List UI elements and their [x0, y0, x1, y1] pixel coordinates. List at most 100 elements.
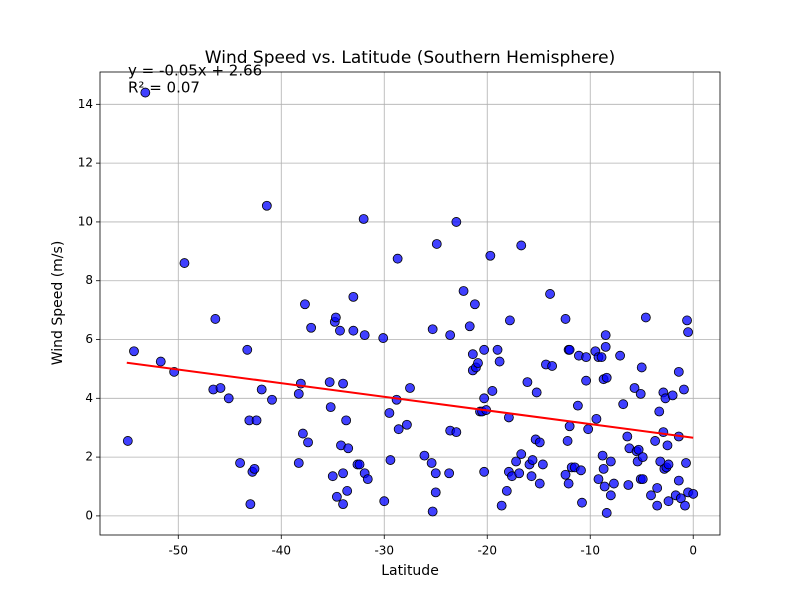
point [473, 358, 483, 368]
point [458, 286, 469, 296]
point [646, 490, 656, 501]
point [623, 480, 634, 490]
point [378, 333, 389, 343]
point [601, 372, 612, 383]
point [324, 377, 335, 388]
point [385, 455, 396, 465]
x-tick-label: -10 [580, 544, 600, 558]
point [618, 399, 629, 410]
point [514, 468, 525, 479]
point [405, 383, 415, 393]
point [534, 437, 545, 448]
point [598, 463, 609, 474]
point [640, 312, 651, 323]
point [327, 471, 338, 482]
y-tick-label: 10 [78, 214, 93, 228]
point [342, 486, 353, 496]
point [654, 406, 665, 417]
point [652, 500, 663, 511]
point [379, 496, 390, 507]
annotation: y = -0.05x + 2.66 [128, 62, 262, 80]
point [600, 330, 611, 341]
point [600, 341, 611, 352]
point [223, 393, 234, 404]
point [591, 413, 602, 424]
point [547, 361, 558, 371]
point [384, 408, 395, 418]
point [256, 384, 267, 395]
point [593, 474, 604, 485]
point [306, 322, 317, 333]
x-axis-label: Latitude [381, 563, 439, 579]
point [210, 314, 221, 324]
point [601, 508, 612, 518]
point [564, 344, 575, 355]
point [599, 481, 610, 492]
point [325, 402, 336, 413]
y-tick-label: 2 [85, 450, 93, 464]
point [245, 499, 256, 510]
point [563, 478, 574, 489]
point [479, 466, 490, 477]
point [673, 366, 684, 377]
point [492, 344, 503, 355]
point [597, 450, 608, 461]
point [633, 444, 644, 455]
point [629, 383, 640, 393]
point [467, 349, 478, 360]
y-axis-label: Wind Speed (m/s) [50, 241, 66, 366]
point [581, 375, 592, 386]
point [251, 415, 262, 426]
point [129, 346, 139, 357]
annotation: R² = 0.07 [128, 79, 200, 97]
point [430, 487, 441, 498]
point [562, 436, 573, 446]
point [358, 214, 369, 224]
point [635, 388, 646, 399]
point [479, 344, 490, 355]
point [430, 468, 441, 479]
point [464, 321, 475, 332]
point [293, 388, 304, 399]
point [487, 386, 498, 396]
point [663, 496, 674, 507]
point [605, 456, 616, 467]
point [658, 427, 669, 438]
point [577, 497, 587, 508]
point [341, 415, 352, 426]
point [431, 239, 442, 249]
point [596, 352, 607, 363]
point [402, 419, 412, 430]
point [215, 383, 226, 393]
x-tick-label: -50 [168, 544, 188, 558]
y-tick-label: 0 [85, 508, 93, 522]
point [297, 428, 308, 439]
point [527, 455, 538, 465]
point [348, 325, 359, 336]
point [652, 483, 663, 493]
point [354, 459, 365, 470]
point [235, 458, 245, 468]
point [451, 217, 462, 227]
point [681, 458, 691, 468]
point [564, 421, 575, 432]
point [650, 436, 661, 446]
point [392, 253, 403, 264]
point [609, 478, 619, 489]
y-tick-label: 6 [85, 332, 93, 346]
point [560, 469, 571, 480]
point [140, 87, 151, 98]
point [427, 324, 438, 335]
point [682, 315, 692, 326]
point [359, 330, 370, 341]
point [526, 471, 537, 482]
point [242, 344, 253, 355]
point [179, 258, 190, 268]
point [679, 384, 689, 395]
point [293, 458, 304, 468]
y-tick-label: 4 [85, 391, 93, 405]
point [662, 440, 673, 451]
x-tick-label: -30 [374, 544, 394, 558]
